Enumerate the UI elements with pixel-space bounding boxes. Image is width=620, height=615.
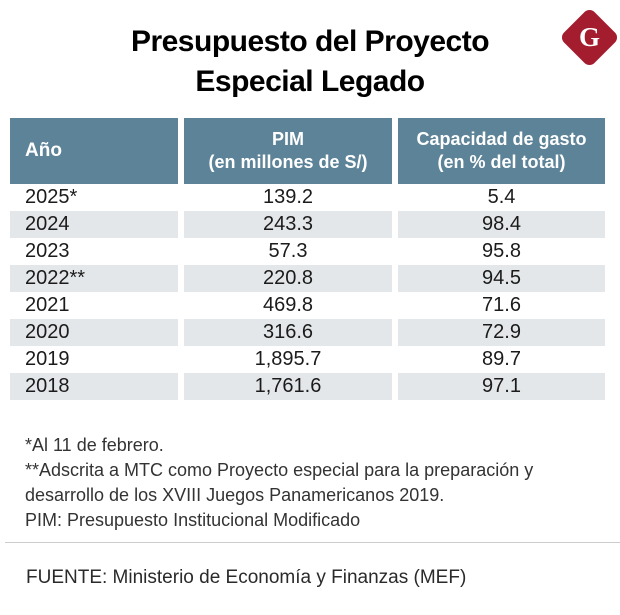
- year-cell: 2023: [25, 240, 70, 262]
- source-credit: FUENTE: Ministerio de Economía y Finanza…: [26, 567, 467, 588]
- gestion-g-icon: G: [578, 22, 600, 52]
- capacity-cell: 89.7: [482, 348, 521, 370]
- header-capacity-label: Capacidad de gasto: [416, 129, 587, 149]
- year-cell: 2022**: [10, 265, 178, 292]
- table-row: 2021 469.8 71.6: [10, 292, 605, 319]
- capacity-cell: 94.5: [398, 265, 605, 292]
- table-row: 2023 57.3 95.8: [10, 238, 605, 265]
- year-cell: 2020: [10, 319, 178, 346]
- footnote-line: PIM: Presupuesto Institucional Modificad…: [25, 510, 361, 530]
- table-row: 2024 243.3 98.4: [10, 211, 605, 238]
- pim-cell: 316.6: [184, 319, 392, 346]
- page-title-line2: Especial Legado: [195, 65, 425, 98]
- pim-cell: 220.8: [184, 265, 392, 292]
- capacity-cell: 97.1: [398, 373, 605, 400]
- gestion-brand-logo: G: [559, 7, 620, 68]
- header-pim-unit: (en millones de S/): [208, 152, 368, 172]
- capacity-cell: 98.4: [398, 211, 605, 238]
- year-cell: 2019: [25, 348, 70, 370]
- pim-cell: 57.3: [268, 240, 308, 262]
- capacity-cell: 71.6: [482, 294, 521, 316]
- table-header-capacity: Capacidad de gasto (en % del total): [398, 118, 605, 184]
- year-cell: 2025*: [25, 186, 78, 208]
- table-header-pim: PIM (en millones de S/): [184, 118, 392, 184]
- page-title: Presupuesto del Proyecto Especial Legado: [0, 22, 620, 102]
- year-cell: 2021: [25, 294, 70, 316]
- footnote-line: **Adscrita a MTC como Proyecto especial …: [25, 460, 534, 480]
- header-pim-label: PIM: [271, 129, 304, 149]
- table-row: 2019 1,895.7 89.7: [10, 346, 605, 373]
- pim-cell: 139.2: [262, 186, 314, 208]
- table-header-year: Año: [10, 118, 178, 184]
- horizontal-divider: [5, 542, 620, 543]
- budget-table: Año PIM (en millones de S/) Capacidad de…: [10, 118, 605, 400]
- table-row: 2018 1,761.6 97.1: [10, 373, 605, 400]
- year-cell: 2024: [10, 211, 178, 238]
- table-row: 2022** 220.8 94.5: [10, 265, 605, 292]
- page-title-line1: Presupuesto del Proyecto: [130, 25, 490, 58]
- pim-cell: 1,761.6: [184, 373, 392, 400]
- table-row: 2020 316.6 72.9: [10, 319, 605, 346]
- footnote-line: desarrollo de los XVIII Juegos Panameric…: [25, 485, 445, 505]
- pim-cell: 1,895.7: [254, 348, 322, 370]
- capacity-cell: 95.8: [482, 240, 521, 262]
- table-row: 2025* 139.2 5.4: [10, 184, 605, 211]
- capacity-cell: 72.9: [398, 319, 605, 346]
- footnote-line: *Al 11 de febrero.: [25, 435, 164, 455]
- header-year-label: Año: [25, 140, 62, 161]
- year-cell: 2018: [10, 373, 178, 400]
- pim-cell: 469.8: [262, 294, 314, 316]
- table-header-row: Año PIM (en millones de S/) Capacidad de…: [10, 118, 605, 184]
- footnotes-block: *Al 11 de febrero. **Adscrita a MTC como…: [25, 433, 595, 533]
- capacity-cell: 5.4: [487, 186, 516, 208]
- pim-cell: 243.3: [184, 211, 392, 238]
- header-capacity-unit: (en % del total): [437, 152, 566, 172]
